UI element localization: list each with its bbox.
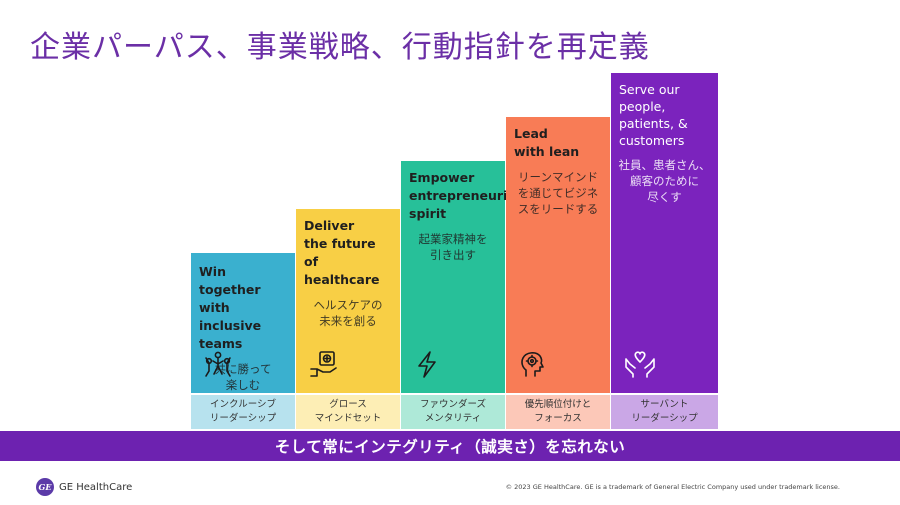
column-subtitle-jp: 起業家精神を 引き出す bbox=[418, 232, 488, 262]
column-subtitle-jp: リーンマインド を通じてビジネ スをリードする bbox=[517, 170, 599, 216]
page-title: 企業パーパス、事業戦略、行動指針を再定義 bbox=[30, 30, 650, 65]
behavior-label: グロース マインドセット bbox=[296, 395, 400, 429]
ge-healthcare-logo: GE GE HealthCare bbox=[36, 478, 132, 496]
copyright-notice: © 2023 GE HealthCare. GE is a trademark … bbox=[505, 483, 840, 491]
value-column-win-together: Win together with inclusive teams 共に勝って … bbox=[191, 253, 295, 393]
behavior-label: インクルーシブ リーダーシップ bbox=[191, 395, 295, 429]
value-column-serve-people: Serve our people, patients, & customers … bbox=[611, 73, 718, 393]
head-gear-icon bbox=[518, 349, 548, 383]
column-subtitle-jp: 社員、患者さん、 顧客のために 尽くす bbox=[618, 158, 711, 204]
column-heading: Lead with lean bbox=[514, 126, 580, 159]
column-heading: Deliver the future of healthcare bbox=[304, 218, 380, 287]
hand-medical-icon bbox=[308, 349, 340, 383]
ge-logo-icon: GE bbox=[36, 478, 54, 496]
column-heading: Empower entrepreneurial spirit bbox=[409, 170, 521, 221]
column-heading: Serve our people, patients, & customers bbox=[619, 82, 688, 148]
value-column-empower-spirit: Empower entrepreneurial spirit 起業家精神を 引き… bbox=[401, 161, 521, 393]
lightning-icon bbox=[413, 349, 441, 383]
value-column-deliver-future: Deliver the future of healthcare ヘルスケアの … bbox=[296, 209, 400, 393]
column-heading: Win together with inclusive teams bbox=[199, 264, 262, 351]
logo-text: GE HealthCare bbox=[59, 481, 133, 493]
behavior-label: 優先順位付けと フォーカス bbox=[506, 395, 610, 429]
hands-heart-icon bbox=[623, 349, 657, 383]
integrity-banner: そして常にインテグリティ（誠実さ）を忘れない bbox=[0, 431, 900, 461]
behavior-label: ファウンダーズ メンタリティ bbox=[401, 395, 505, 429]
column-subtitle-jp: ヘルスケアの 未来を創る bbox=[313, 298, 383, 328]
team-icon bbox=[203, 349, 233, 383]
value-column-lead-lean: Lead with lean リーンマインド を通じてビジネ スをリードする bbox=[506, 117, 610, 393]
behavior-label: サーバント リーダーシップ bbox=[611, 395, 718, 429]
